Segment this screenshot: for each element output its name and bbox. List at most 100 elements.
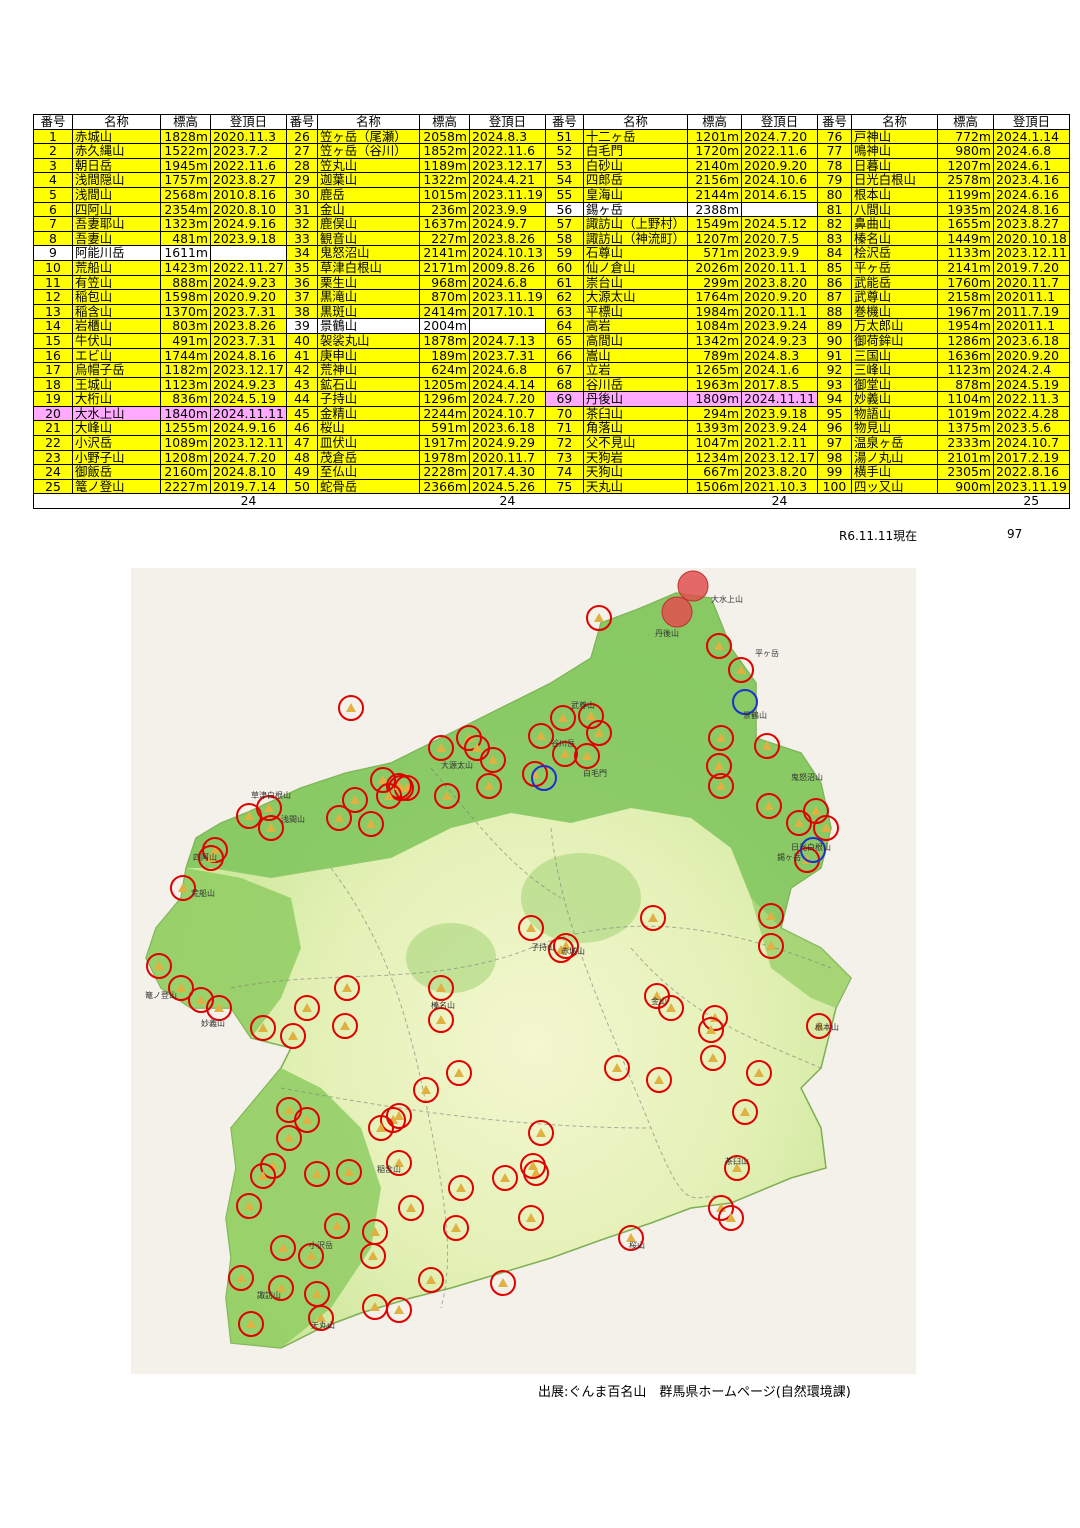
as-of-label: R6.11.11現在: [839, 529, 918, 543]
highland-southwest: [226, 1068, 381, 1348]
mountain-icon: [736, 665, 746, 674]
cell-elevation: 1182m: [160, 362, 211, 378]
cell-name: 吾妻耶山: [72, 216, 161, 232]
cell-name: 庚申山: [316, 347, 420, 364]
cell-date: 2024.9.7: [468, 216, 546, 232]
cell-date: 2024.8.10: [210, 464, 287, 480]
cell-elevation: 1967m: [936, 303, 994, 320]
summit-circle-climbed: [520, 1153, 546, 1179]
cell-name: 鼻曲山: [850, 216, 938, 232]
mountain-icon: [472, 743, 482, 752]
mountain-icon: [312, 1169, 322, 1178]
mountain-icon: [236, 1273, 246, 1282]
mountain-icon: [666, 1003, 676, 1012]
cell-number: 9: [33, 245, 73, 261]
mountain-icon: [714, 641, 724, 650]
cell-date: 2024.9.16: [210, 216, 287, 232]
cell-name: 笠丸山: [316, 157, 420, 174]
cell-date: 2023.12.17: [468, 157, 546, 174]
mountain-icon: [442, 791, 452, 800]
cell-elevation: 2354m: [160, 201, 211, 218]
cell-date: 2023.5.6: [992, 420, 1070, 437]
mountain-icon: [456, 1183, 466, 1192]
mountain-icon: [528, 1161, 538, 1170]
table-row: 3 朝日岳 1945m 2022.11.6 28 笠丸山 1189m 2023.12.17 53…: [33, 157, 1070, 174]
totals-spacer: [33, 493, 73, 510]
cell-name: 日光白根山: [850, 172, 938, 188]
map-label: 荒船山: [191, 888, 215, 898]
mountain-icon: [726, 1213, 736, 1222]
summit-circle-climbed: [188, 987, 214, 1013]
cell-name: 三峰山: [850, 362, 938, 378]
cell-date: 2020.9.20: [210, 289, 287, 305]
cell-elevation: 2158m: [936, 289, 994, 305]
summit-circle-climbed: [206, 995, 232, 1021]
table-row: 17 烏帽子岳 1182m 2023.12.17 42 荒神山 624m 2024.6.8 67…: [33, 362, 1070, 378]
cell-date: 2019.7.14: [210, 478, 287, 495]
cell-number: 3: [33, 157, 73, 174]
mountain-icon: [706, 1025, 716, 1034]
cell-number: 79: [816, 172, 852, 188]
cell-name: 荒神山: [316, 362, 420, 378]
cell-number: 74: [544, 464, 584, 480]
cell-date: 2024.11.11: [741, 391, 818, 407]
cell-name: 栗生山: [316, 274, 420, 291]
cell-date: 2017.8.5: [741, 376, 818, 393]
cell-name: 鬼怒沼山: [316, 245, 420, 261]
cell-number: 78: [816, 157, 852, 174]
cell-elevation: 1123m: [936, 362, 994, 378]
cell-elevation: 294m: [687, 405, 743, 422]
cell-name: 赤久縄山: [72, 143, 161, 159]
mountain-icon: [498, 1278, 508, 1287]
group-total: 24: [210, 493, 287, 510]
summit-circle-climbed: [198, 845, 224, 871]
mountain-icon: [246, 1319, 256, 1328]
cell-date: 2023.9.24: [741, 420, 818, 437]
cell-number: 61: [544, 274, 584, 291]
cell-number: 59: [544, 245, 584, 261]
cell-date: 2023.8.27: [210, 172, 287, 188]
cell-number: 69: [544, 391, 584, 407]
cell-name: 小野子山: [72, 449, 161, 466]
group-total: 24: [469, 493, 546, 510]
summit-circle-climbed: [428, 735, 454, 761]
cell-date: 2024.9.23: [210, 376, 287, 393]
map-label: 四阿山: [193, 852, 217, 862]
cell-elevation: 2244m: [418, 405, 470, 422]
cell-number: 65: [544, 332, 584, 349]
cell-elevation: 1342m: [687, 332, 743, 349]
table-row: 5 浅間山 2568m 2010.8.16 30 鹿岳 1015m 2023.11.19 55 皇…: [33, 186, 1070, 203]
cell-date: 2023.11.19: [992, 478, 1070, 495]
summit-circle-climbed: [236, 803, 262, 829]
cell-elevation: 667m: [687, 464, 743, 480]
cell-number: 92: [816, 362, 852, 378]
summit-circle-climbed: [586, 720, 612, 746]
cell-name: 御堂山: [850, 376, 938, 393]
cell-name: 御荷鉾山: [850, 332, 938, 349]
mountain-icon: [762, 741, 772, 750]
cell-elevation: 1549m: [687, 216, 743, 232]
summit-circle-climbed: [550, 705, 576, 731]
haruna-massif: [406, 923, 496, 993]
mountain-icon: [740, 1107, 750, 1116]
cell-elevation: 1878m: [418, 332, 470, 349]
cell-number: 13: [33, 303, 73, 320]
cell-elevation: 1611m: [160, 245, 211, 261]
cell-date: 2024.8.16: [992, 201, 1070, 218]
cell-elevation: 2058m: [418, 128, 470, 145]
cell-date: [741, 201, 818, 218]
cell-name: 諏訪山（上野村）: [582, 216, 689, 232]
summit-circle-climbed: [574, 743, 600, 769]
cell-number: 28: [285, 157, 318, 174]
summit-circle-climbed: [706, 633, 732, 659]
cell-name: 石尊山: [582, 245, 689, 261]
totals-spacer: [851, 493, 938, 510]
table-row: 8 吾妻山 481m 2023.9.18 33 観音山 227m 2023.8.26 58 諏訪山…: [33, 230, 1070, 247]
cell-number: 83: [816, 230, 852, 247]
cell-date: 2024.2.4: [992, 362, 1070, 378]
akagi-massif: [521, 853, 641, 943]
cell-name: 横手山: [850, 464, 938, 480]
cell-name: 高岩: [582, 318, 689, 334]
table-row: 14 岩櫃山 803m 2023.8.26 39 景鶴山 2004m 64 高岩 1084m 202…: [33, 318, 1070, 334]
cell-elevation: 1449m: [936, 230, 994, 247]
